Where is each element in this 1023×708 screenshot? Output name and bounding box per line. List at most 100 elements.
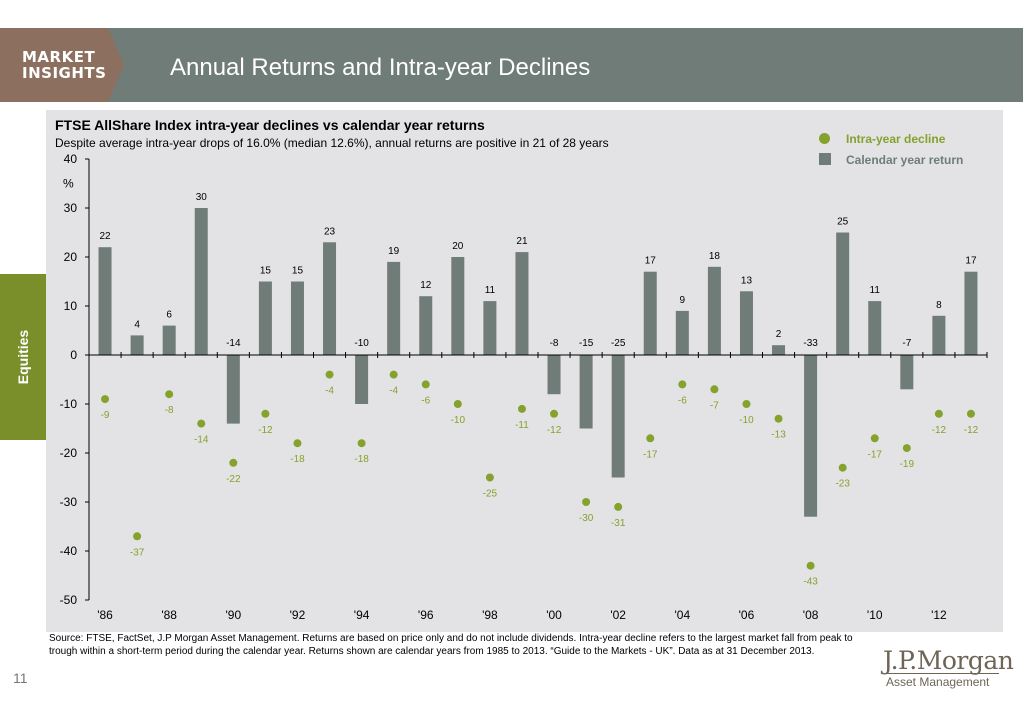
bar-data-label: -8 <box>550 338 559 349</box>
bar-data-label: -33 <box>803 338 818 349</box>
bar <box>804 355 818 517</box>
x-tick-label: '04 <box>675 608 691 622</box>
bar <box>483 301 497 355</box>
y-tick-label: 40 <box>64 152 78 166</box>
bar <box>739 291 753 355</box>
bar <box>675 310 689 355</box>
decline-dot <box>870 434 879 443</box>
decline-dot <box>261 409 270 418</box>
dot-data-label: -22 <box>226 474 241 485</box>
decline-dot <box>902 444 911 453</box>
legend-dot-label: Intra-year decline <box>846 132 946 146</box>
x-tick-label: '06 <box>739 608 755 622</box>
dot-data-label: -12 <box>964 425 979 436</box>
bar-data-label: 8 <box>936 300 942 311</box>
dot-data-label: -18 <box>354 454 369 465</box>
dot-data-label: -37 <box>130 547 145 558</box>
x-tick-label: '10 <box>867 608 883 622</box>
decline-dot <box>614 502 623 511</box>
legend-dot-marker <box>819 133 830 144</box>
logo-text-line1: MARKET <box>22 48 96 66</box>
jpmorgan-logo-rule <box>885 673 999 674</box>
y-tick-label: 30 <box>64 201 78 215</box>
x-tick-label: '94 <box>354 608 370 622</box>
decline-dot <box>838 463 847 472</box>
bar <box>515 252 529 355</box>
bar-data-label: 9 <box>680 295 686 306</box>
chart-subtitle: Despite average intra-year drops of 16.0… <box>55 136 609 150</box>
bar-data-label: -10 <box>354 338 369 349</box>
dot-data-label: -19 <box>900 459 915 470</box>
decline-dot <box>646 434 655 443</box>
dot-data-label: -11 <box>515 420 529 431</box>
x-tick-label: '96 <box>418 608 434 622</box>
decline-dot <box>678 380 687 389</box>
x-tick-label: '88 <box>161 608 177 622</box>
bar <box>226 355 240 424</box>
jpmorgan-logo-subtitle: Asset Management <box>886 675 990 689</box>
bar <box>772 345 786 355</box>
bar-data-label: -14 <box>226 338 241 349</box>
decline-dot <box>934 409 943 418</box>
page-number: 11 <box>13 670 28 686</box>
bar-data-label: 6 <box>166 310 172 321</box>
bar <box>707 266 721 355</box>
bar <box>290 281 304 355</box>
bar-data-label: 21 <box>516 236 528 247</box>
bar-data-label: 15 <box>260 266 272 277</box>
bar-data-label: 20 <box>452 241 464 252</box>
legend-bar-marker <box>819 153 831 165</box>
market-insights-logo <box>0 28 124 102</box>
dot-data-label: -8 <box>165 405 174 416</box>
bar-data-label: -25 <box>611 338 626 349</box>
bar-data-label: 18 <box>709 251 721 262</box>
decline-dot <box>774 414 783 423</box>
x-tick-label: '12 <box>931 608 947 622</box>
decline-dot <box>517 404 526 413</box>
dot-data-label: -17 <box>868 449 883 460</box>
y-tick-label: -40 <box>60 544 78 558</box>
bar <box>387 261 401 355</box>
bar <box>900 355 914 390</box>
bar-data-label: 11 <box>485 285 496 296</box>
y-tick-label: 20 <box>64 250 78 264</box>
dot-data-label: -6 <box>421 395 430 406</box>
dot-data-label: -23 <box>835 479 850 490</box>
bar-data-label: 12 <box>420 280 432 291</box>
y-tick-label: 0 <box>70 348 77 362</box>
bar-data-label: 15 <box>292 266 304 277</box>
dot-data-label: -4 <box>325 386 334 397</box>
decline-dot <box>421 380 430 389</box>
dot-data-label: -30 <box>579 513 594 524</box>
y-tick-label: 10 <box>64 299 78 313</box>
x-tick-label: '92 <box>290 608 306 622</box>
bar <box>419 296 433 355</box>
bar <box>868 301 882 355</box>
bar-data-label: 13 <box>741 275 753 286</box>
decline-dot <box>293 439 302 448</box>
bar-data-label: 25 <box>837 217 849 228</box>
bar <box>643 271 657 355</box>
x-tick-label: '90 <box>226 608 242 622</box>
bar <box>355 355 369 404</box>
dot-data-label: -12 <box>547 425 562 436</box>
bar <box>611 355 625 478</box>
bar <box>194 208 208 355</box>
bar-data-label: 11 <box>870 285 881 296</box>
bar <box>836 232 850 355</box>
y-tick-label: -30 <box>60 495 78 509</box>
source-note: Source: FTSE, FactSet, J.P Morgan Asset … <box>49 633 853 657</box>
decline-dot <box>966 409 975 418</box>
x-tick-label: '02 <box>610 608 626 622</box>
dot-data-label: -7 <box>710 400 719 411</box>
dot-data-label: -31 <box>611 518 626 529</box>
bar-data-label: 2 <box>776 329 782 340</box>
bar <box>964 271 978 355</box>
y-axis-unit: % <box>63 177 74 191</box>
dot-data-label: -9 <box>101 410 110 421</box>
y-tick-label: -50 <box>60 593 78 607</box>
dot-data-label: -10 <box>739 415 754 426</box>
x-tick-label: '86 <box>97 608 113 622</box>
bar-data-label: 30 <box>196 192 208 203</box>
bar-data-label: -7 <box>902 338 911 349</box>
